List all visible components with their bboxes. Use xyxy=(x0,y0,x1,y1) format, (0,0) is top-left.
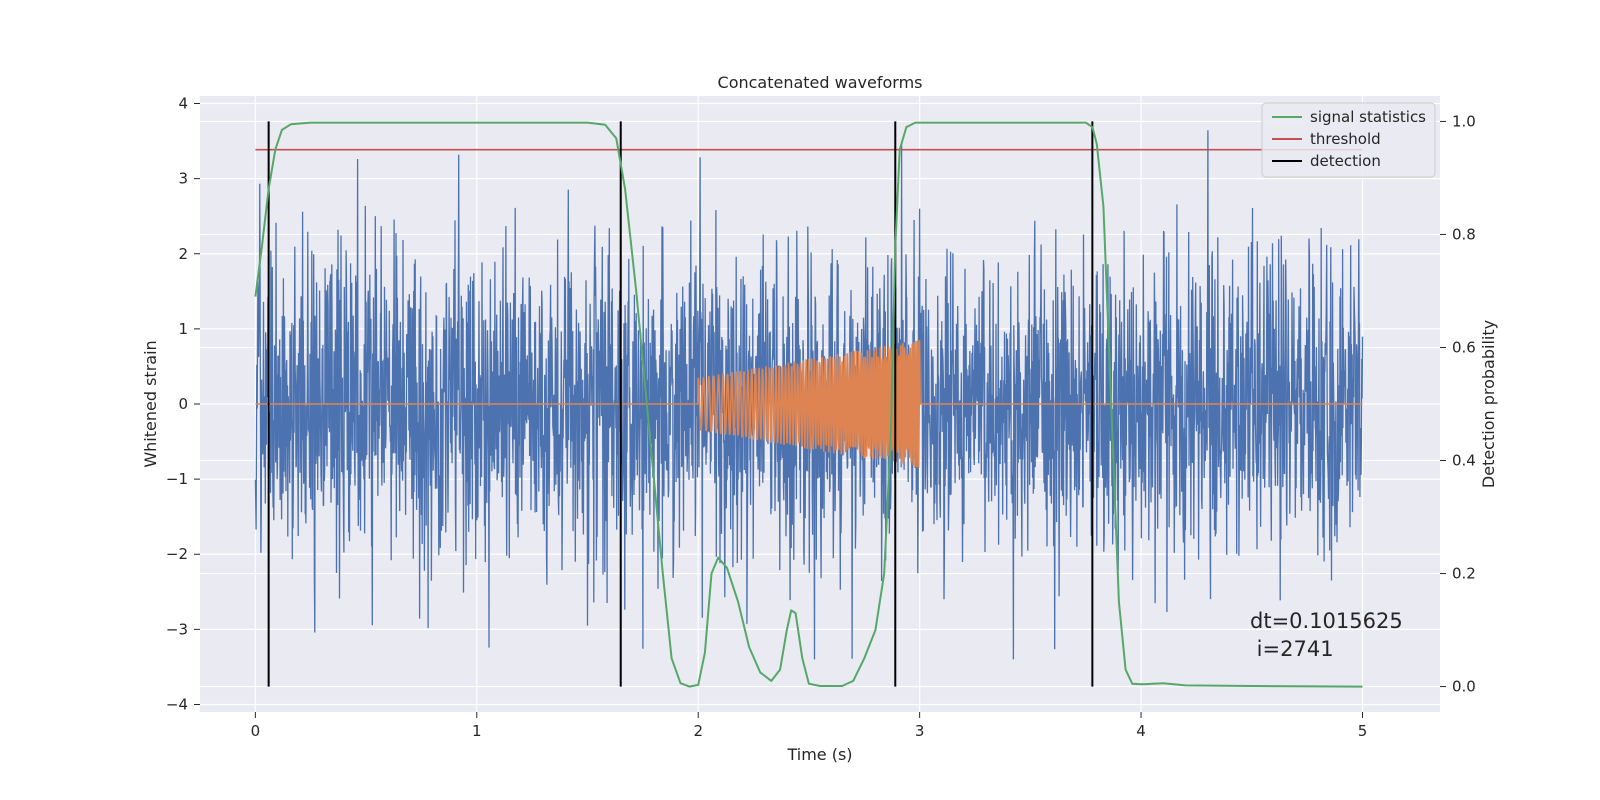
annotation-i: i=2741 xyxy=(1250,637,1334,661)
injection-line xyxy=(255,340,1363,468)
y2-tick-label: 1.0 xyxy=(1452,112,1476,130)
legend-label-detection: detection xyxy=(1310,152,1381,170)
y-tick-label: 0 xyxy=(178,395,188,413)
y2-axis-label: Detection probability xyxy=(1479,320,1498,488)
y-tick-label: −4 xyxy=(166,695,188,713)
legend: signal statistics threshold detection xyxy=(1261,102,1436,178)
y-tick-label: 4 xyxy=(178,95,188,113)
right-axis-series xyxy=(254,121,1363,688)
right-y-axis-ticks: 1.0 0.8 0.6 0.4 0.2 0.0 xyxy=(1440,112,1476,696)
x-tick-label: 3 xyxy=(915,722,925,740)
x-tick-label: 4 xyxy=(1136,722,1146,740)
x-axis-ticks: 0 1 2 3 4 5 xyxy=(251,712,1368,740)
y2-tick-label: 0.2 xyxy=(1452,565,1476,583)
annotation-dt: dt=0.1015625 xyxy=(1250,609,1403,633)
x-tick-label: 0 xyxy=(251,722,261,740)
y2-tick-label: 0.6 xyxy=(1452,338,1476,356)
x-tick-label: 1 xyxy=(472,722,482,740)
y-tick-label: 3 xyxy=(178,170,188,188)
x-tick-label: 2 xyxy=(693,722,703,740)
y2-tick-label: 0.4 xyxy=(1452,452,1476,470)
y2-tick-label: 0.0 xyxy=(1452,678,1476,696)
y-tick-label: 1 xyxy=(178,320,188,338)
y-axis-label: Whitened strain xyxy=(141,340,160,467)
legend-box xyxy=(1261,102,1436,178)
x-axis-label: Time (s) xyxy=(786,745,852,764)
x-tick-label: 5 xyxy=(1358,722,1368,740)
series-injected-waveform xyxy=(255,340,1363,468)
signal-statistics-line xyxy=(254,121,1363,688)
y-tick-label: −3 xyxy=(166,620,188,638)
legend-label-threshold: threshold xyxy=(1310,130,1381,148)
y-tick-label: −1 xyxy=(166,470,188,488)
y2-tick-label: 0.8 xyxy=(1452,225,1476,243)
chart-title: Concatenated waveforms xyxy=(718,73,923,92)
y-tick-label: 2 xyxy=(178,245,188,263)
left-y-axis-ticks: 4 3 2 1 0 −1 −2 −3 −4 xyxy=(166,95,200,713)
legend-label-signal-statistics: signal statistics xyxy=(1310,108,1426,126)
y-tick-label: −2 xyxy=(166,545,188,563)
